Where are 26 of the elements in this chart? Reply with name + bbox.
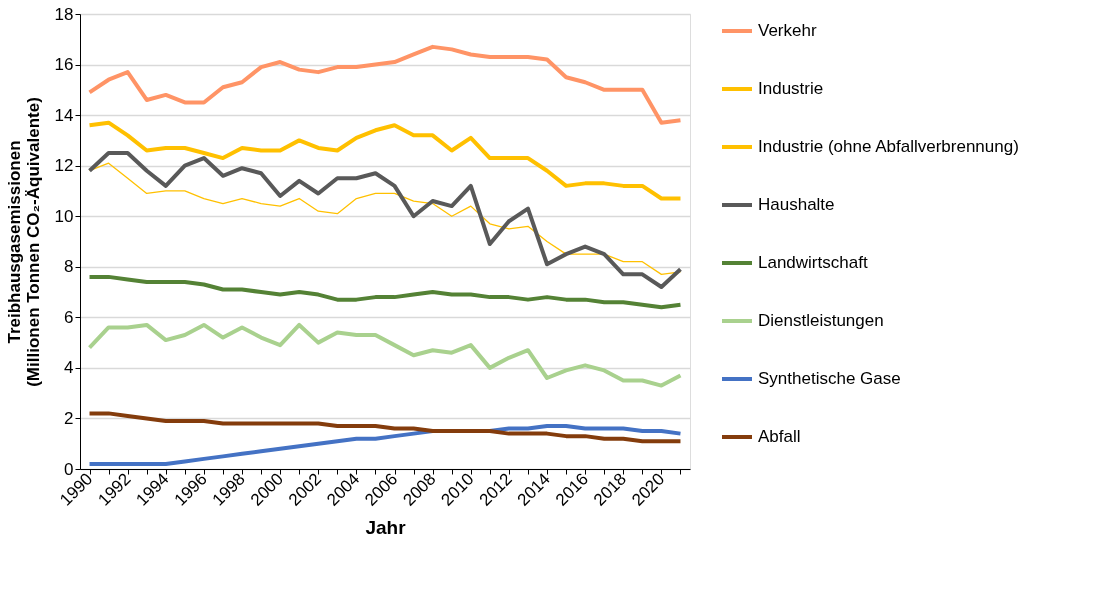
x-axis-title: Jahr <box>365 516 407 538</box>
legend-label: Dienstleistungen <box>758 311 884 330</box>
legend-label: Haushalte <box>758 195 835 214</box>
y-tick-label: 8 <box>64 257 74 277</box>
line-series <box>87 411 683 444</box>
y-tick-label: 10 <box>54 206 74 226</box>
y-tick-label: 18 <box>54 4 74 24</box>
y-tick-label: 6 <box>64 307 74 327</box>
legend-label: Industrie <box>758 79 824 98</box>
legend-label: Synthetische Gase <box>758 369 901 388</box>
legend-label: Industrie (ohne Abfallverbrennung) <box>758 137 1019 156</box>
legend-label: Verkehr <box>758 21 817 40</box>
y-tick-label: 14 <box>54 105 74 125</box>
line-series <box>87 322 683 388</box>
line-series <box>87 151 683 289</box>
y-tick-label: 2 <box>64 408 74 428</box>
line-series <box>87 274 683 310</box>
legend-label: Abfall <box>758 427 801 446</box>
line-series <box>87 120 683 201</box>
y-tick-label: 4 <box>64 358 74 378</box>
line-series <box>87 44 683 125</box>
y-axis-title: Treibhausgasemissionen (Millionen Tonnen CO₂-Äquivalente) <box>4 97 43 387</box>
y-tick-label: 12 <box>54 156 74 176</box>
legend-label: Landwirtschaft <box>758 253 868 272</box>
y-tick-label: 16 <box>54 55 74 75</box>
y-tick-label: 0 <box>64 459 74 479</box>
